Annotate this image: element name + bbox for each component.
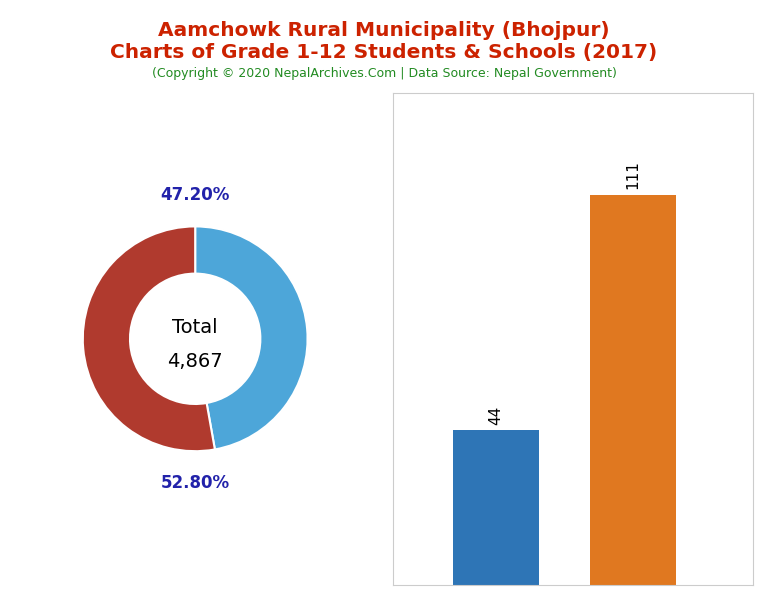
- Text: Charts of Grade 1-12 Students & Schools (2017): Charts of Grade 1-12 Students & Schools …: [111, 43, 657, 62]
- Text: (Copyright © 2020 NepalArchives.Com | Data Source: Nepal Government): (Copyright © 2020 NepalArchives.Com | Da…: [151, 67, 617, 80]
- Text: Total: Total: [172, 318, 218, 337]
- Text: 44: 44: [488, 406, 503, 425]
- Text: 4,867: 4,867: [167, 352, 223, 371]
- Text: 111: 111: [625, 161, 641, 189]
- Bar: [453, 430, 538, 585]
- Wedge shape: [195, 226, 307, 450]
- Text: 47.20%: 47.20%: [161, 186, 230, 204]
- Text: Aamchowk Rural Municipality (Bhojpur): Aamchowk Rural Municipality (Bhojpur): [158, 21, 610, 40]
- Bar: [590, 195, 676, 585]
- Wedge shape: [83, 226, 215, 451]
- Text: 52.80%: 52.80%: [161, 473, 230, 492]
